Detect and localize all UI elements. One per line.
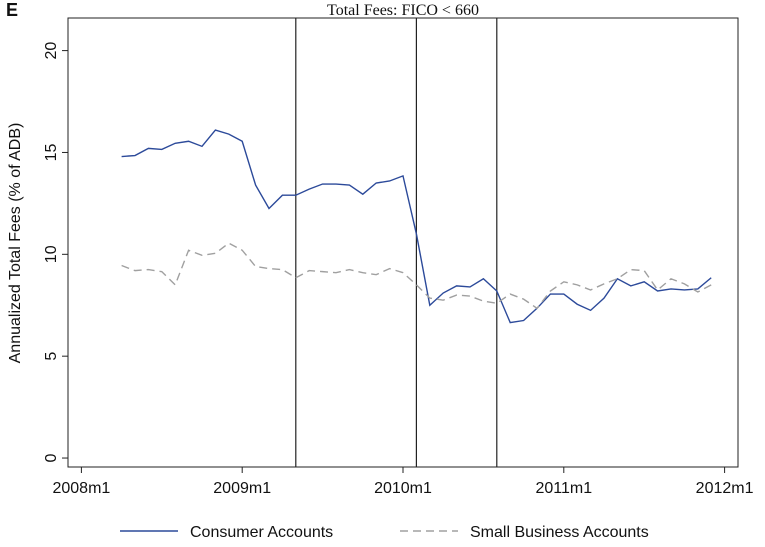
y-axis-label: Annualized Total Fees (% of ADB) bbox=[7, 123, 24, 364]
x-tick-label: 2009m1 bbox=[213, 480, 271, 497]
x-tick-label: 2012m1 bbox=[696, 480, 754, 497]
series-line bbox=[121, 242, 712, 310]
series-line bbox=[121, 129, 712, 324]
y-tick-label: 20 bbox=[43, 42, 60, 60]
legend-label: Small Business Accounts bbox=[470, 524, 649, 541]
legend-label: Consumer Accounts bbox=[190, 524, 333, 541]
y-tick-label: 15 bbox=[43, 143, 60, 161]
x-tick-label: 2011m1 bbox=[535, 480, 592, 497]
y-tick-label: 10 bbox=[43, 245, 60, 263]
plot-frame bbox=[67, 17, 739, 468]
x-tick-label: 2010m1 bbox=[374, 480, 432, 497]
panel-label: E bbox=[6, 0, 18, 20]
x-tick-label: 2008m1 bbox=[52, 480, 110, 497]
y-tick-label: 5 bbox=[43, 352, 60, 361]
y-tick-label: 0 bbox=[43, 453, 60, 462]
chart-title: Total Fees: FICO < 660 bbox=[327, 2, 479, 19]
